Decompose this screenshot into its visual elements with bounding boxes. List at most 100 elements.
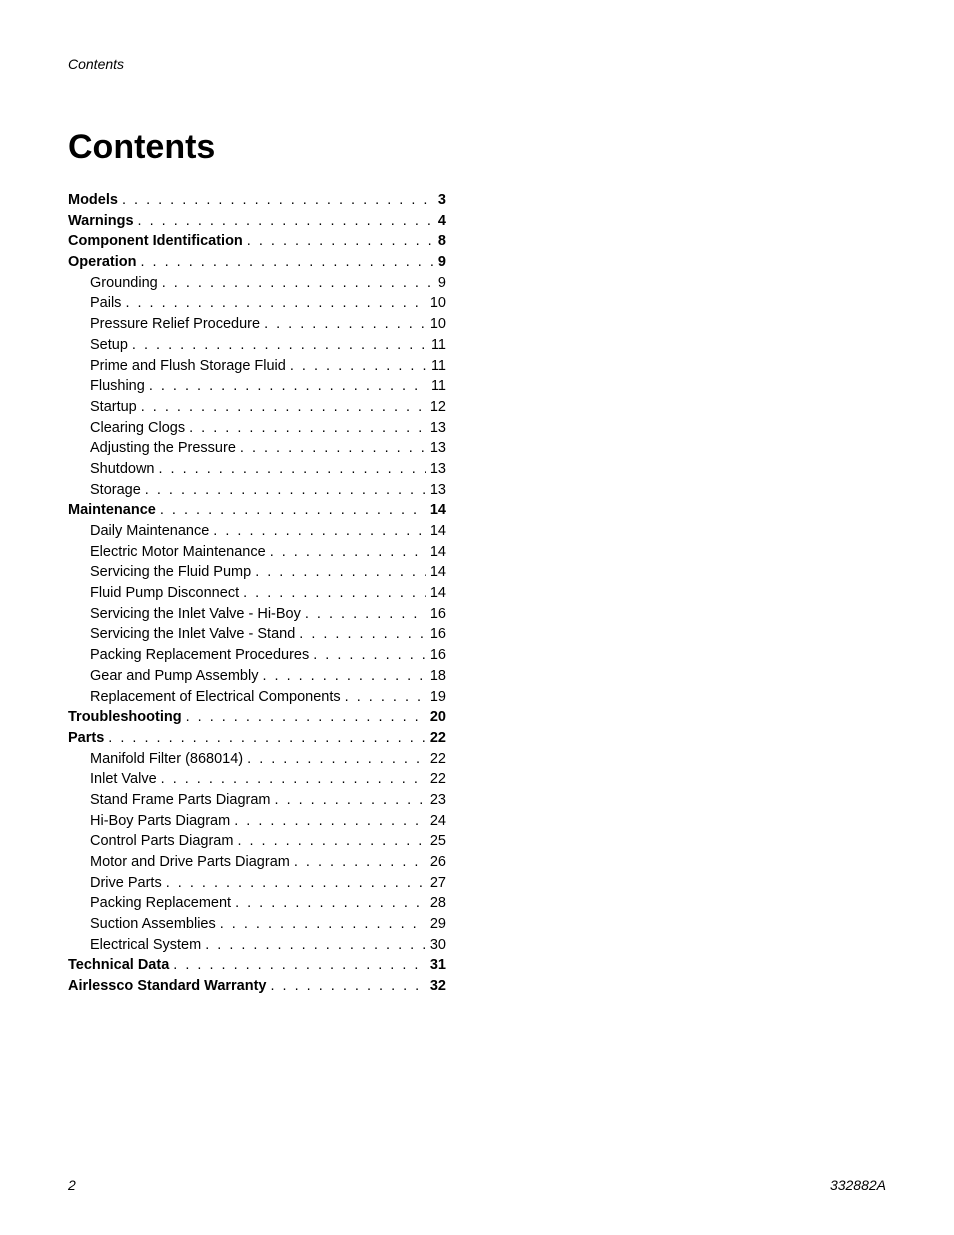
toc-label: Operation (68, 255, 136, 270)
toc-page: 19 (426, 690, 446, 705)
toc-page: 31 (426, 958, 446, 973)
toc-page: 20 (426, 710, 446, 725)
toc-page: 28 (426, 896, 446, 911)
toc-leader (262, 669, 425, 684)
toc-page: 25 (426, 834, 446, 849)
toc-page: 14 (426, 565, 446, 580)
toc-page: 29 (426, 917, 446, 932)
toc-leader (345, 690, 426, 705)
toc-leader (160, 503, 426, 518)
toc-label: Models (68, 193, 118, 208)
toc-row: Servicing the Inlet Valve - Stand16 (68, 627, 446, 642)
toc-label: Servicing the Inlet Valve - Hi-Boy (90, 607, 301, 622)
toc-label: Setup (90, 338, 128, 353)
toc-label: Prime and Flush Storage Fluid (90, 359, 286, 374)
toc-leader (234, 814, 426, 829)
toc-row: Replacement of Electrical Components19 (68, 690, 446, 705)
toc-row: Technical Data 31 (68, 958, 446, 973)
toc-page: 22 (426, 752, 446, 767)
page-title: Contents (68, 128, 886, 167)
toc-label: Servicing the Inlet Valve - Stand (90, 627, 295, 642)
toc-row: Startup12 (68, 400, 446, 415)
toc-leader (247, 752, 426, 767)
toc-page: 24 (426, 814, 446, 829)
toc-label: Daily Maintenance (90, 524, 209, 539)
toc-leader (166, 876, 426, 891)
toc-page: 13 (426, 483, 446, 498)
toc-page: 27 (426, 876, 446, 891)
toc-label: Technical Data (68, 958, 169, 973)
toc-row: Packing Replacement 28 (68, 896, 446, 911)
toc-row: Airlessco Standard Warranty32 (68, 979, 446, 994)
toc-row: Warnings4 (68, 214, 446, 229)
toc-page: 13 (426, 462, 446, 477)
toc-row: Manifold Filter (868014) 22 (68, 752, 446, 767)
toc-leader (271, 979, 426, 994)
toc-page: 14 (426, 545, 446, 560)
toc-label: Control Parts Diagram (90, 834, 233, 849)
toc-page: 13 (426, 421, 446, 436)
toc-leader (122, 193, 434, 208)
toc-label: Packing Replacement Procedures (90, 648, 309, 663)
toc-row: Hi-Boy Parts Diagram24 (68, 814, 446, 829)
toc-page: 11 (427, 379, 446, 394)
toc-page: 16 (426, 607, 446, 622)
toc-leader (237, 834, 425, 849)
toc-leader (205, 938, 426, 953)
toc-row: Suction Assemblies 29 (68, 917, 446, 932)
toc-page: 14 (426, 503, 446, 518)
toc-page: 22 (426, 772, 446, 787)
toc-page: 9 (434, 255, 446, 270)
toc-row: Daily Maintenance 14 (68, 524, 446, 539)
toc-row: Setup11 (68, 338, 446, 353)
toc-row: Maintenance 14 (68, 503, 446, 518)
toc-row: Control Parts Diagram 25 (68, 834, 446, 849)
toc-page: 22 (426, 731, 446, 746)
toc-page: 10 (426, 317, 446, 332)
toc-label: Troubleshooting (68, 710, 182, 725)
toc-leader (173, 958, 426, 973)
toc-label: Motor and Drive Parts Diagram (90, 855, 290, 870)
toc-row: Electric Motor Maintenance14 (68, 545, 446, 560)
toc-row: Pails 10 (68, 296, 446, 311)
toc-row: Drive Parts 27 (68, 876, 446, 891)
toc-label: Gear and Pump Assembly (90, 669, 258, 684)
toc-leader (108, 731, 426, 746)
toc-leader (149, 379, 427, 394)
toc-page: 14 (426, 586, 446, 601)
toc-leader (132, 338, 427, 353)
toc-label: Pressure Relief Procedure (90, 317, 260, 332)
toc-page: 18 (426, 669, 446, 684)
toc-page: 9 (434, 276, 446, 291)
toc-label: Startup (90, 400, 137, 415)
toc-label: Servicing the Fluid Pump (90, 565, 251, 580)
toc-leader (294, 855, 426, 870)
toc-row: Pressure Relief Procedure 10 (68, 317, 446, 332)
toc-label: Adjusting the Pressure (90, 441, 236, 456)
toc-leader (145, 483, 426, 498)
toc-label: Storage (90, 483, 141, 498)
toc-row: Electrical System30 (68, 938, 446, 953)
toc-label: Grounding (90, 276, 158, 291)
toc-label: Fluid Pump Disconnect (90, 586, 239, 601)
toc-label: Pails (90, 296, 121, 311)
toc-row: Servicing the Inlet Valve - Hi-Boy 16 (68, 607, 446, 622)
toc-label: Drive Parts (90, 876, 162, 891)
toc-page: 3 (434, 193, 446, 208)
toc-label: Maintenance (68, 503, 156, 518)
toc-label: Stand Frame Parts Diagram (90, 793, 271, 808)
footer-doc-id: 332882A (830, 1177, 886, 1193)
toc-label: Shutdown (90, 462, 155, 477)
toc-row: Stand Frame Parts Diagram23 (68, 793, 446, 808)
toc-leader (159, 462, 426, 477)
toc-leader (213, 524, 426, 539)
toc-label: Packing Replacement (90, 896, 231, 911)
toc-leader (313, 648, 426, 663)
running-head: Contents (68, 56, 886, 72)
toc-label: Manifold Filter (868014) (90, 752, 243, 767)
toc-page: 32 (426, 979, 446, 994)
toc-label: Clearing Clogs (90, 421, 185, 436)
toc-label: Suction Assemblies (90, 917, 216, 932)
toc-page: 10 (426, 296, 446, 311)
toc-page: 14 (426, 524, 446, 539)
